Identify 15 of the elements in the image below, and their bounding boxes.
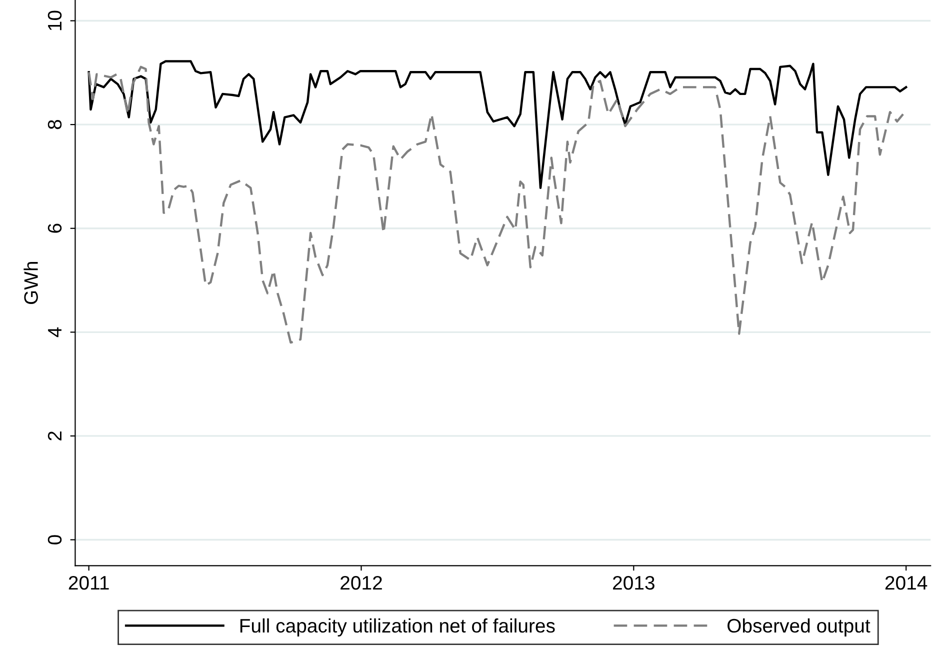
y-tick-label: 2 (48, 432, 62, 440)
legend-label: Full capacity utilization net of failures (240, 618, 555, 636)
line-series (88, 60, 908, 189)
y-tick-label: 4 (48, 327, 62, 338)
x-tick-label: 2011 (68, 576, 109, 590)
y-tick-label: 6 (48, 224, 62, 233)
x-tick-label: 2012 (340, 576, 382, 590)
y-axis-title: GWh (24, 262, 38, 304)
legend-label: Observed output (728, 618, 870, 636)
y-tick-label: 0 (48, 535, 62, 544)
line-series (88, 66, 904, 344)
x-tick-label: 2013 (613, 576, 654, 590)
x-tick-label: 2014 (885, 576, 928, 590)
y-tick-label: 8 (48, 120, 62, 130)
y-tick-label: 10 (48, 10, 62, 30)
